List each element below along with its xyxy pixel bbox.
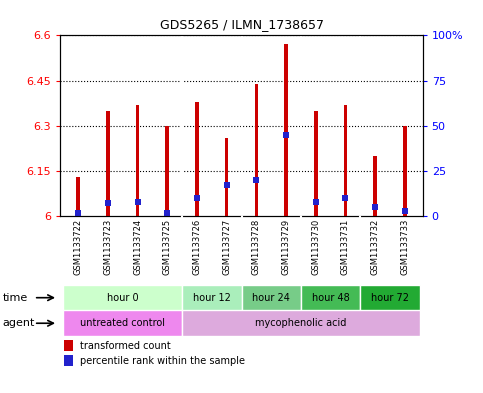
Bar (403, 126, 407, 216)
Text: GSM1133730: GSM1133730 (311, 219, 320, 275)
Text: agent: agent (2, 318, 35, 328)
Bar (242, 285, 301, 310)
Text: percentile rank within the sample: percentile rank within the sample (80, 356, 245, 366)
Bar (63, 310, 182, 336)
Bar (373, 156, 377, 216)
Bar (360, 285, 420, 310)
Text: mycophenolic acid: mycophenolic acid (255, 318, 347, 328)
Text: GSM1133726: GSM1133726 (192, 219, 201, 275)
Text: hour 48: hour 48 (312, 293, 350, 303)
Bar (63, 285, 182, 310)
Bar (76, 177, 80, 216)
Bar (255, 84, 258, 216)
Text: GSM1133731: GSM1133731 (341, 219, 350, 275)
Text: GSM1133732: GSM1133732 (370, 219, 380, 275)
Text: hour 12: hour 12 (193, 293, 231, 303)
Text: GDS5265 / ILMN_1738657: GDS5265 / ILMN_1738657 (159, 18, 324, 31)
Text: GSM1133724: GSM1133724 (133, 219, 142, 275)
Bar (301, 285, 360, 310)
Bar (343, 105, 347, 216)
Text: GSM1133729: GSM1133729 (282, 219, 291, 275)
Text: GSM1133727: GSM1133727 (222, 219, 231, 275)
Bar (225, 138, 228, 216)
Text: hour 24: hour 24 (252, 293, 290, 303)
Bar (284, 44, 288, 216)
Text: GSM1133728: GSM1133728 (252, 219, 261, 275)
Bar (64, 340, 73, 351)
Text: untreated control: untreated control (80, 318, 165, 328)
Bar (182, 285, 242, 310)
Bar (195, 102, 199, 216)
Text: GSM1133733: GSM1133733 (400, 219, 409, 275)
Text: hour 72: hour 72 (371, 293, 409, 303)
Text: transformed count: transformed count (80, 341, 171, 351)
Bar (64, 355, 73, 366)
Text: GSM1133725: GSM1133725 (163, 219, 172, 275)
Text: GSM1133723: GSM1133723 (103, 219, 113, 275)
Bar (106, 111, 110, 216)
Bar (166, 126, 169, 216)
Text: GSM1133722: GSM1133722 (74, 219, 83, 275)
Bar (136, 105, 140, 216)
Bar (182, 310, 420, 336)
Text: time: time (2, 293, 28, 303)
Text: hour 0: hour 0 (107, 293, 139, 303)
Bar (314, 111, 317, 216)
